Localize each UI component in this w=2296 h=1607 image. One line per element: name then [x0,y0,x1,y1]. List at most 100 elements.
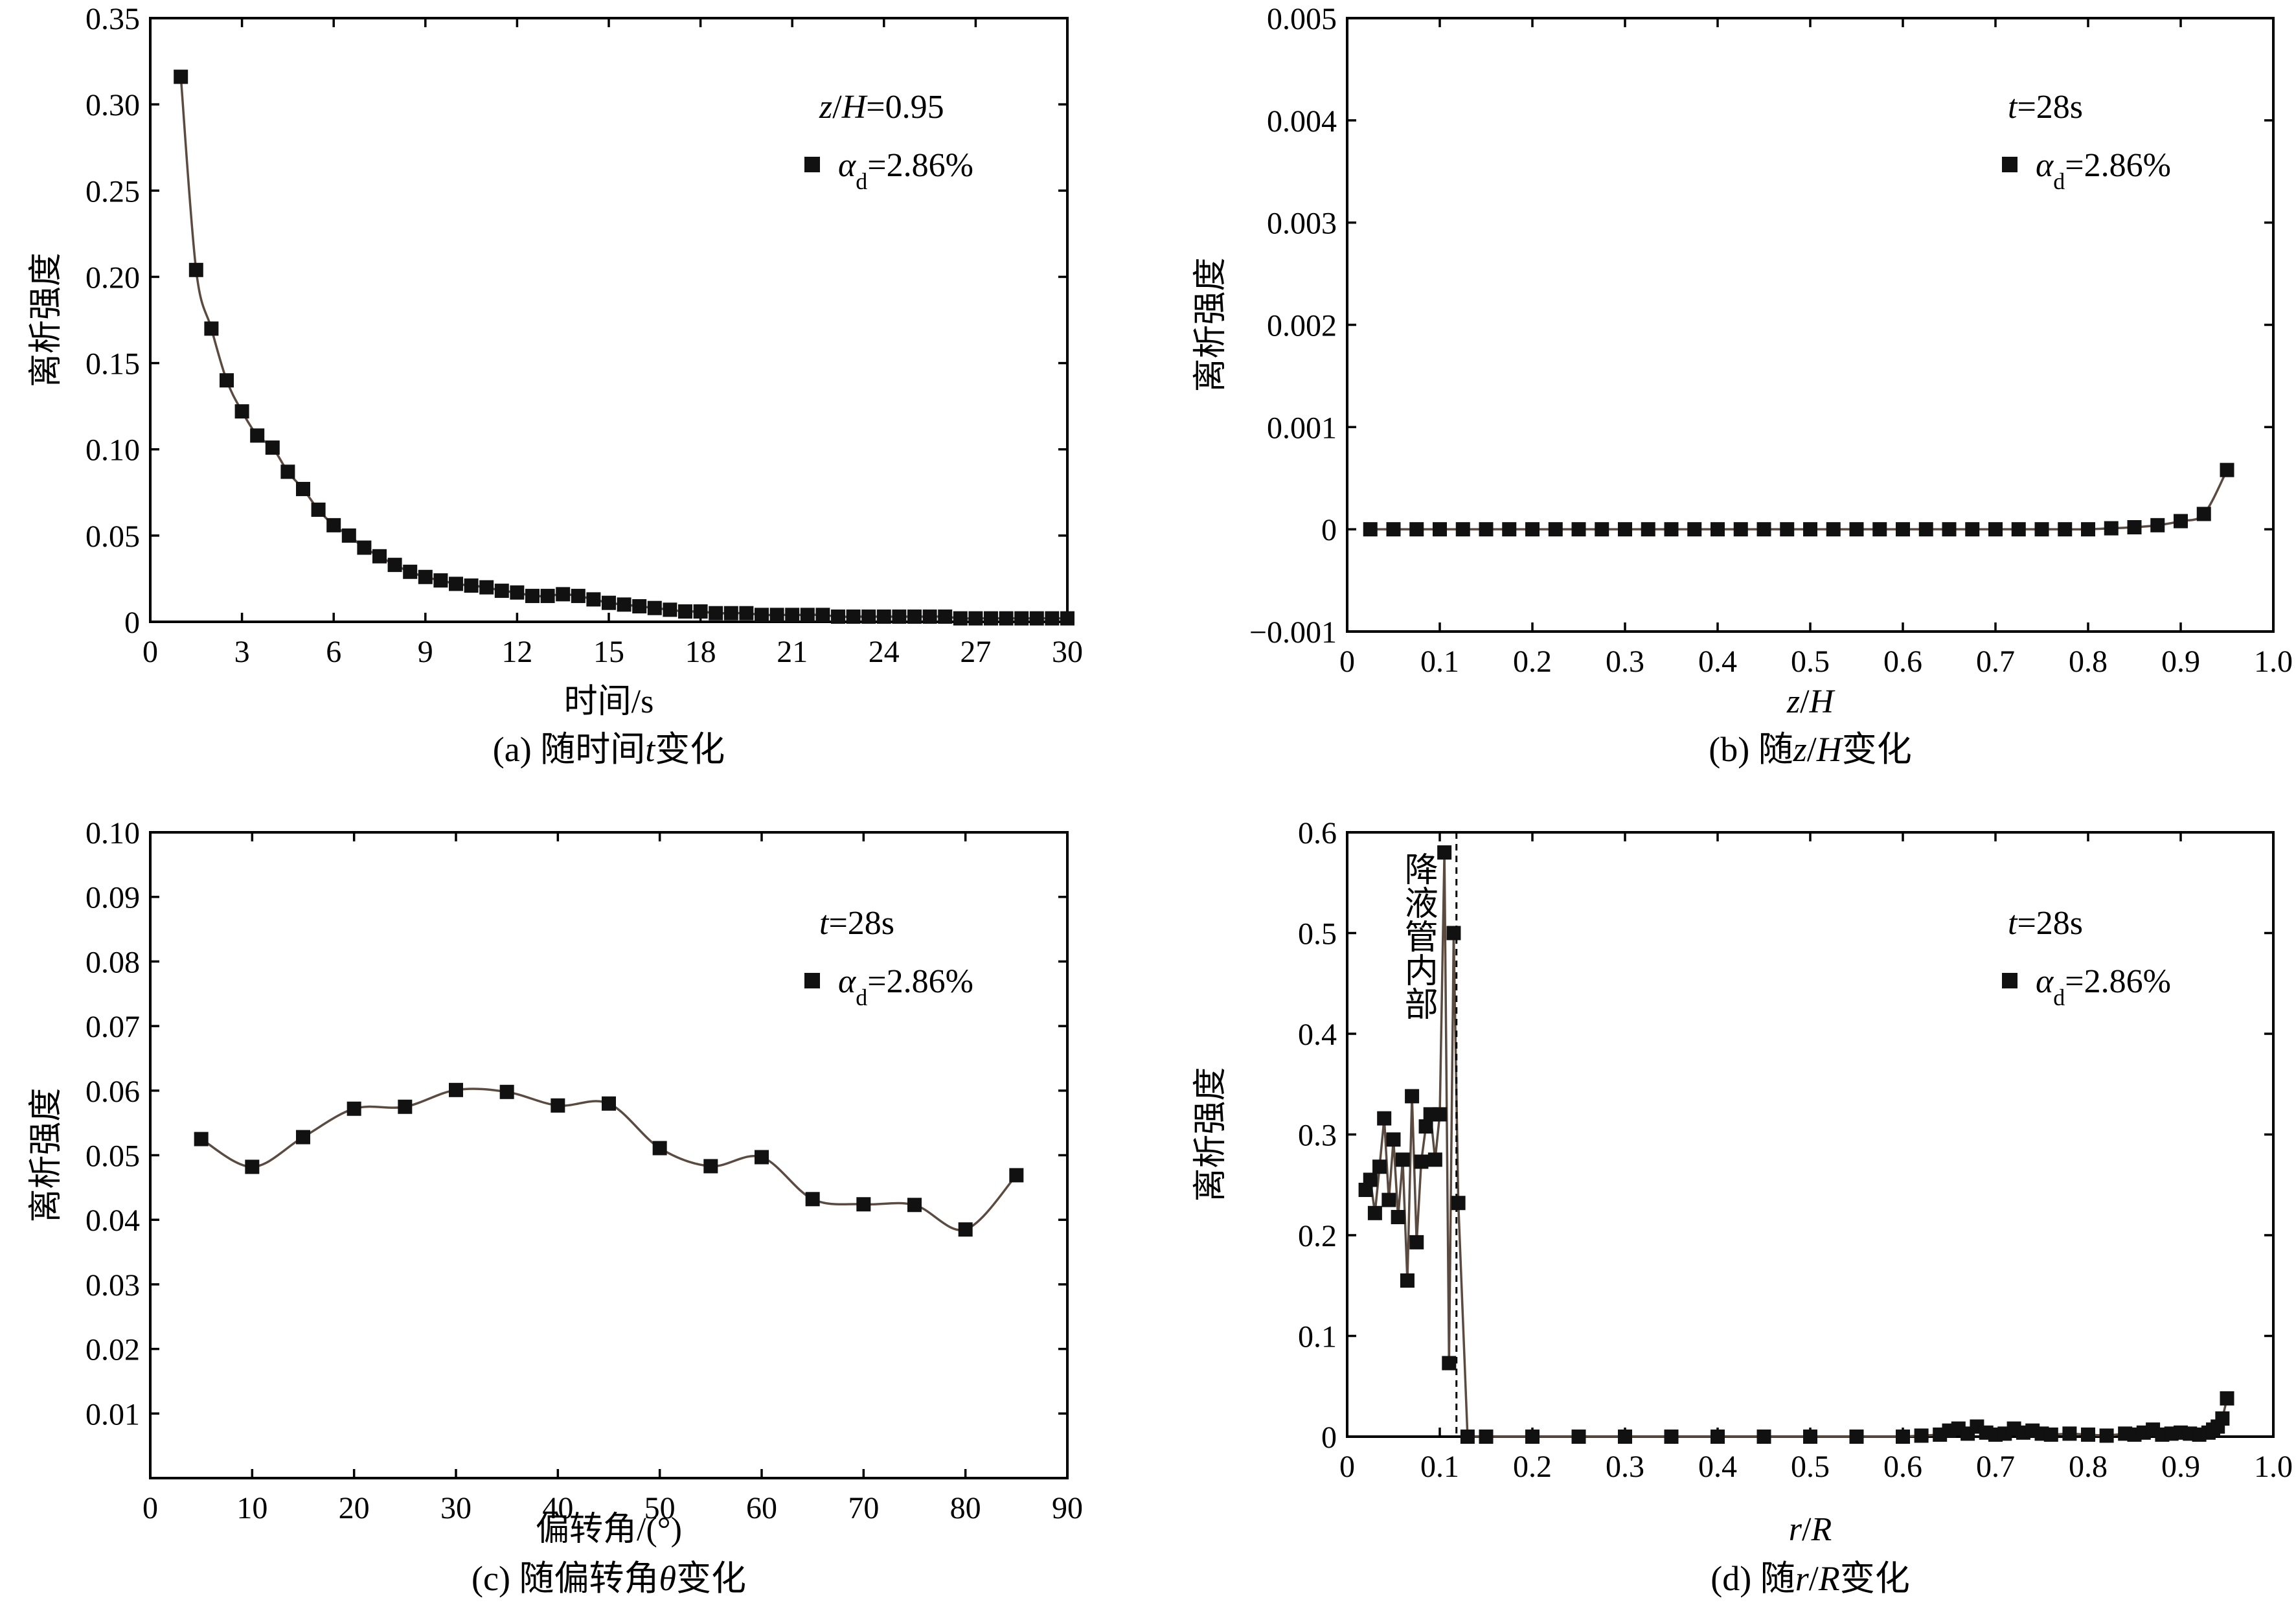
chart-annotation: t=28s [2008,905,2083,942]
chart-caption: (a) 随时间t变化 [493,730,725,769]
x-tick-label: 20 [339,1491,370,1525]
data-point [2099,1428,2114,1443]
y-tick-label: 0.15 [85,347,140,382]
data-point [1479,1430,1494,1444]
x-tick-label: 0.5 [1791,644,1830,679]
data-point [2104,521,2119,536]
y-tick-label: 0.6 [1298,816,1337,850]
data-point [2058,522,2073,537]
x-tick-label: 50 [644,1491,676,1525]
legend-marker [2002,973,2018,988]
data-point [372,549,387,564]
data-point [1756,1430,1771,1444]
data-point [846,610,861,624]
data-point [2196,507,2211,521]
data-point [1756,522,1771,537]
data-point [1446,926,1461,940]
y-tick-label: 0.001 [1267,411,1337,445]
data-point [479,580,494,595]
chart-annotation: t=28s [2008,89,2083,126]
x-tick-label: 90 [1052,1491,1083,1525]
data-point [220,373,234,388]
data-point [1409,522,1424,537]
x-tick-label: 0.3 [1606,1450,1644,1484]
legend-label: αd=2.86% [2036,147,2171,194]
data-point [433,573,448,588]
chart-caption: (d) 随r/R变化 [1711,1559,1910,1598]
data-point [938,610,953,624]
data-point [632,599,647,614]
chart-caption: (b) 随z/H变化 [1709,730,1912,769]
data-point [1455,522,1470,537]
x-tick-label: 24 [869,635,900,669]
data-point [551,1098,565,1113]
y-tick-label: 0.09 [85,881,140,915]
data-point [280,464,295,479]
x-tick-label: 18 [685,635,716,669]
data-point [357,540,372,555]
data-point [398,1099,413,1114]
data-point [739,606,754,621]
data-point [245,1159,260,1174]
data-point [1433,1107,1447,1122]
chart-caption: (c) 随偏转角θ变化 [472,1559,746,1598]
x-tick-label: 30 [440,1491,472,1525]
data-point [1372,1159,1387,1174]
x-tick-label: 0.9 [2161,644,2200,679]
y-tick-label: 0.10 [85,816,140,850]
y-tick-label: 0.03 [85,1268,140,1303]
x-axis-label: 时间/s [564,683,654,720]
x-tick-label: 0.7 [1976,644,2015,679]
data-point [703,1159,718,1174]
data-point [1988,522,2003,537]
data-point [571,589,585,604]
y-tick-label: 0.1 [1298,1320,1337,1354]
data-point [510,585,525,600]
y-tick-label: 0.5 [1298,917,1337,952]
data-point [1045,611,1060,626]
data-point [1395,1152,1410,1167]
data-point [2062,1426,2077,1441]
data-point [1363,522,1378,537]
data-point [1803,1430,1817,1444]
y-tick-label: 0.08 [85,945,140,979]
data-point [1525,522,1540,537]
x-tick-label: 0.5 [1791,1450,1830,1484]
data-point [652,1141,667,1156]
data-point [1826,522,1841,537]
data-point [525,589,540,604]
data-point [2215,1411,2230,1426]
legend-label: αd=2.86% [2036,963,2171,1010]
data-point [326,518,341,532]
data-point [1405,1089,1420,1104]
data-point [1548,522,1563,537]
y-tick-label: 0.30 [85,88,140,122]
data-point [723,606,738,621]
data-point [499,1084,514,1099]
legend-label: αd=2.86% [838,963,973,1010]
x-tick-label: 40 [542,1491,573,1525]
region-label: 降液管内部 [1399,852,1437,1020]
data-point [2011,522,2026,537]
data-point [1872,522,1887,537]
data-point [831,610,845,624]
y-tick-label: 0.05 [85,1139,140,1174]
data-point [922,610,937,624]
chart-panel-b: 0 0.1 0.2 0.3 0.4 0.5 0.6 0.7 0.8 0.9 1.0−0.00100.… [1192,2,2293,769]
x-tick-label: 27 [960,635,991,669]
data-point [1381,1192,1396,1207]
data-point [856,1197,871,1212]
data-point [1442,1356,1457,1371]
data-point [769,608,784,622]
x-tick-label: 80 [950,1491,981,1525]
data-point [1595,522,1609,537]
legend-label: αd=2.86% [838,147,973,194]
data-point [1451,1196,1466,1211]
data-point [876,610,891,624]
y-tick-label: 0.003 [1267,207,1337,241]
y-tick-label: 0.05 [85,519,140,554]
data-point [2150,518,2165,532]
data-point [602,1096,616,1111]
y-tick-label: 0.01 [85,1397,140,1431]
